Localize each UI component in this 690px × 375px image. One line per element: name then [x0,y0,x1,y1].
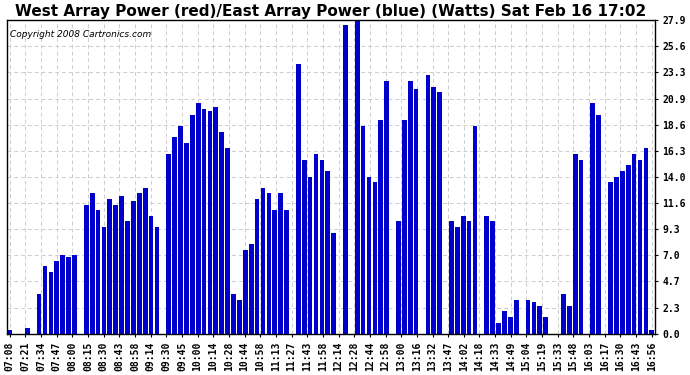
Bar [190,115,195,334]
Bar [213,107,218,334]
Bar [137,194,141,334]
Bar [37,294,41,334]
Bar [632,154,636,334]
Bar [449,222,454,334]
Title: West Array Power (red)/East Array Power (blue) (Watts) Sat Feb 16 17:02: West Array Power (red)/East Array Power … [15,4,647,19]
Bar [408,81,413,334]
Bar [172,137,177,334]
Bar [626,165,631,334]
Bar [101,227,106,334]
Bar [296,64,301,334]
Bar [361,126,366,334]
Bar [514,300,519,334]
Bar [502,311,507,334]
Bar [484,216,489,334]
Bar [461,216,466,334]
Bar [649,330,654,334]
Bar [326,171,330,334]
Bar [72,255,77,334]
Bar [208,111,213,334]
Bar [567,306,571,334]
Bar [273,210,277,334]
Bar [119,196,124,334]
Bar [543,317,548,334]
Bar [319,160,324,334]
Bar [467,222,471,334]
Bar [60,255,65,334]
Bar [166,154,171,334]
Bar [396,222,401,334]
Bar [96,210,101,334]
Bar [373,182,377,334]
Bar [201,109,206,334]
Bar [278,194,283,334]
Bar [473,126,477,334]
Bar [402,120,406,334]
Bar [131,201,136,334]
Bar [249,244,253,334]
Bar [84,205,88,334]
Bar [237,300,242,334]
Bar [308,177,313,334]
Bar [255,199,259,334]
Bar [108,199,112,334]
Bar [261,188,266,334]
Bar [314,154,318,334]
Bar [143,188,148,334]
Bar [638,160,642,334]
Bar [66,257,71,334]
Bar [184,143,189,334]
Bar [508,317,513,334]
Bar [573,154,578,334]
Bar [366,177,371,334]
Bar [591,104,595,334]
Bar [526,300,531,334]
Bar [355,20,359,334]
Bar [561,294,566,334]
Bar [531,302,536,334]
Bar [90,194,95,334]
Bar [113,205,118,334]
Bar [149,216,153,334]
Bar [55,261,59,334]
Bar [426,75,431,334]
Bar [614,177,619,334]
Bar [496,322,501,334]
Bar [343,25,348,334]
Bar [266,194,271,334]
Bar [243,249,248,334]
Bar [284,210,289,334]
Bar [178,126,183,334]
Bar [331,233,336,334]
Bar [43,266,48,334]
Bar [579,160,584,334]
Bar [48,272,53,334]
Text: Copyright 2008 Cartronics.com: Copyright 2008 Cartronics.com [10,30,151,39]
Bar [8,330,12,334]
Bar [196,104,201,334]
Bar [414,89,418,334]
Bar [455,227,460,334]
Bar [302,160,306,334]
Bar [25,328,30,334]
Bar [491,222,495,334]
Bar [620,171,624,334]
Bar [219,132,224,334]
Bar [125,222,130,334]
Bar [384,81,389,334]
Bar [155,227,159,334]
Bar [378,120,383,334]
Bar [437,92,442,334]
Bar [608,182,613,334]
Bar [431,87,436,334]
Bar [225,148,230,334]
Bar [538,306,542,334]
Bar [596,115,601,334]
Bar [644,148,648,334]
Bar [231,294,236,334]
